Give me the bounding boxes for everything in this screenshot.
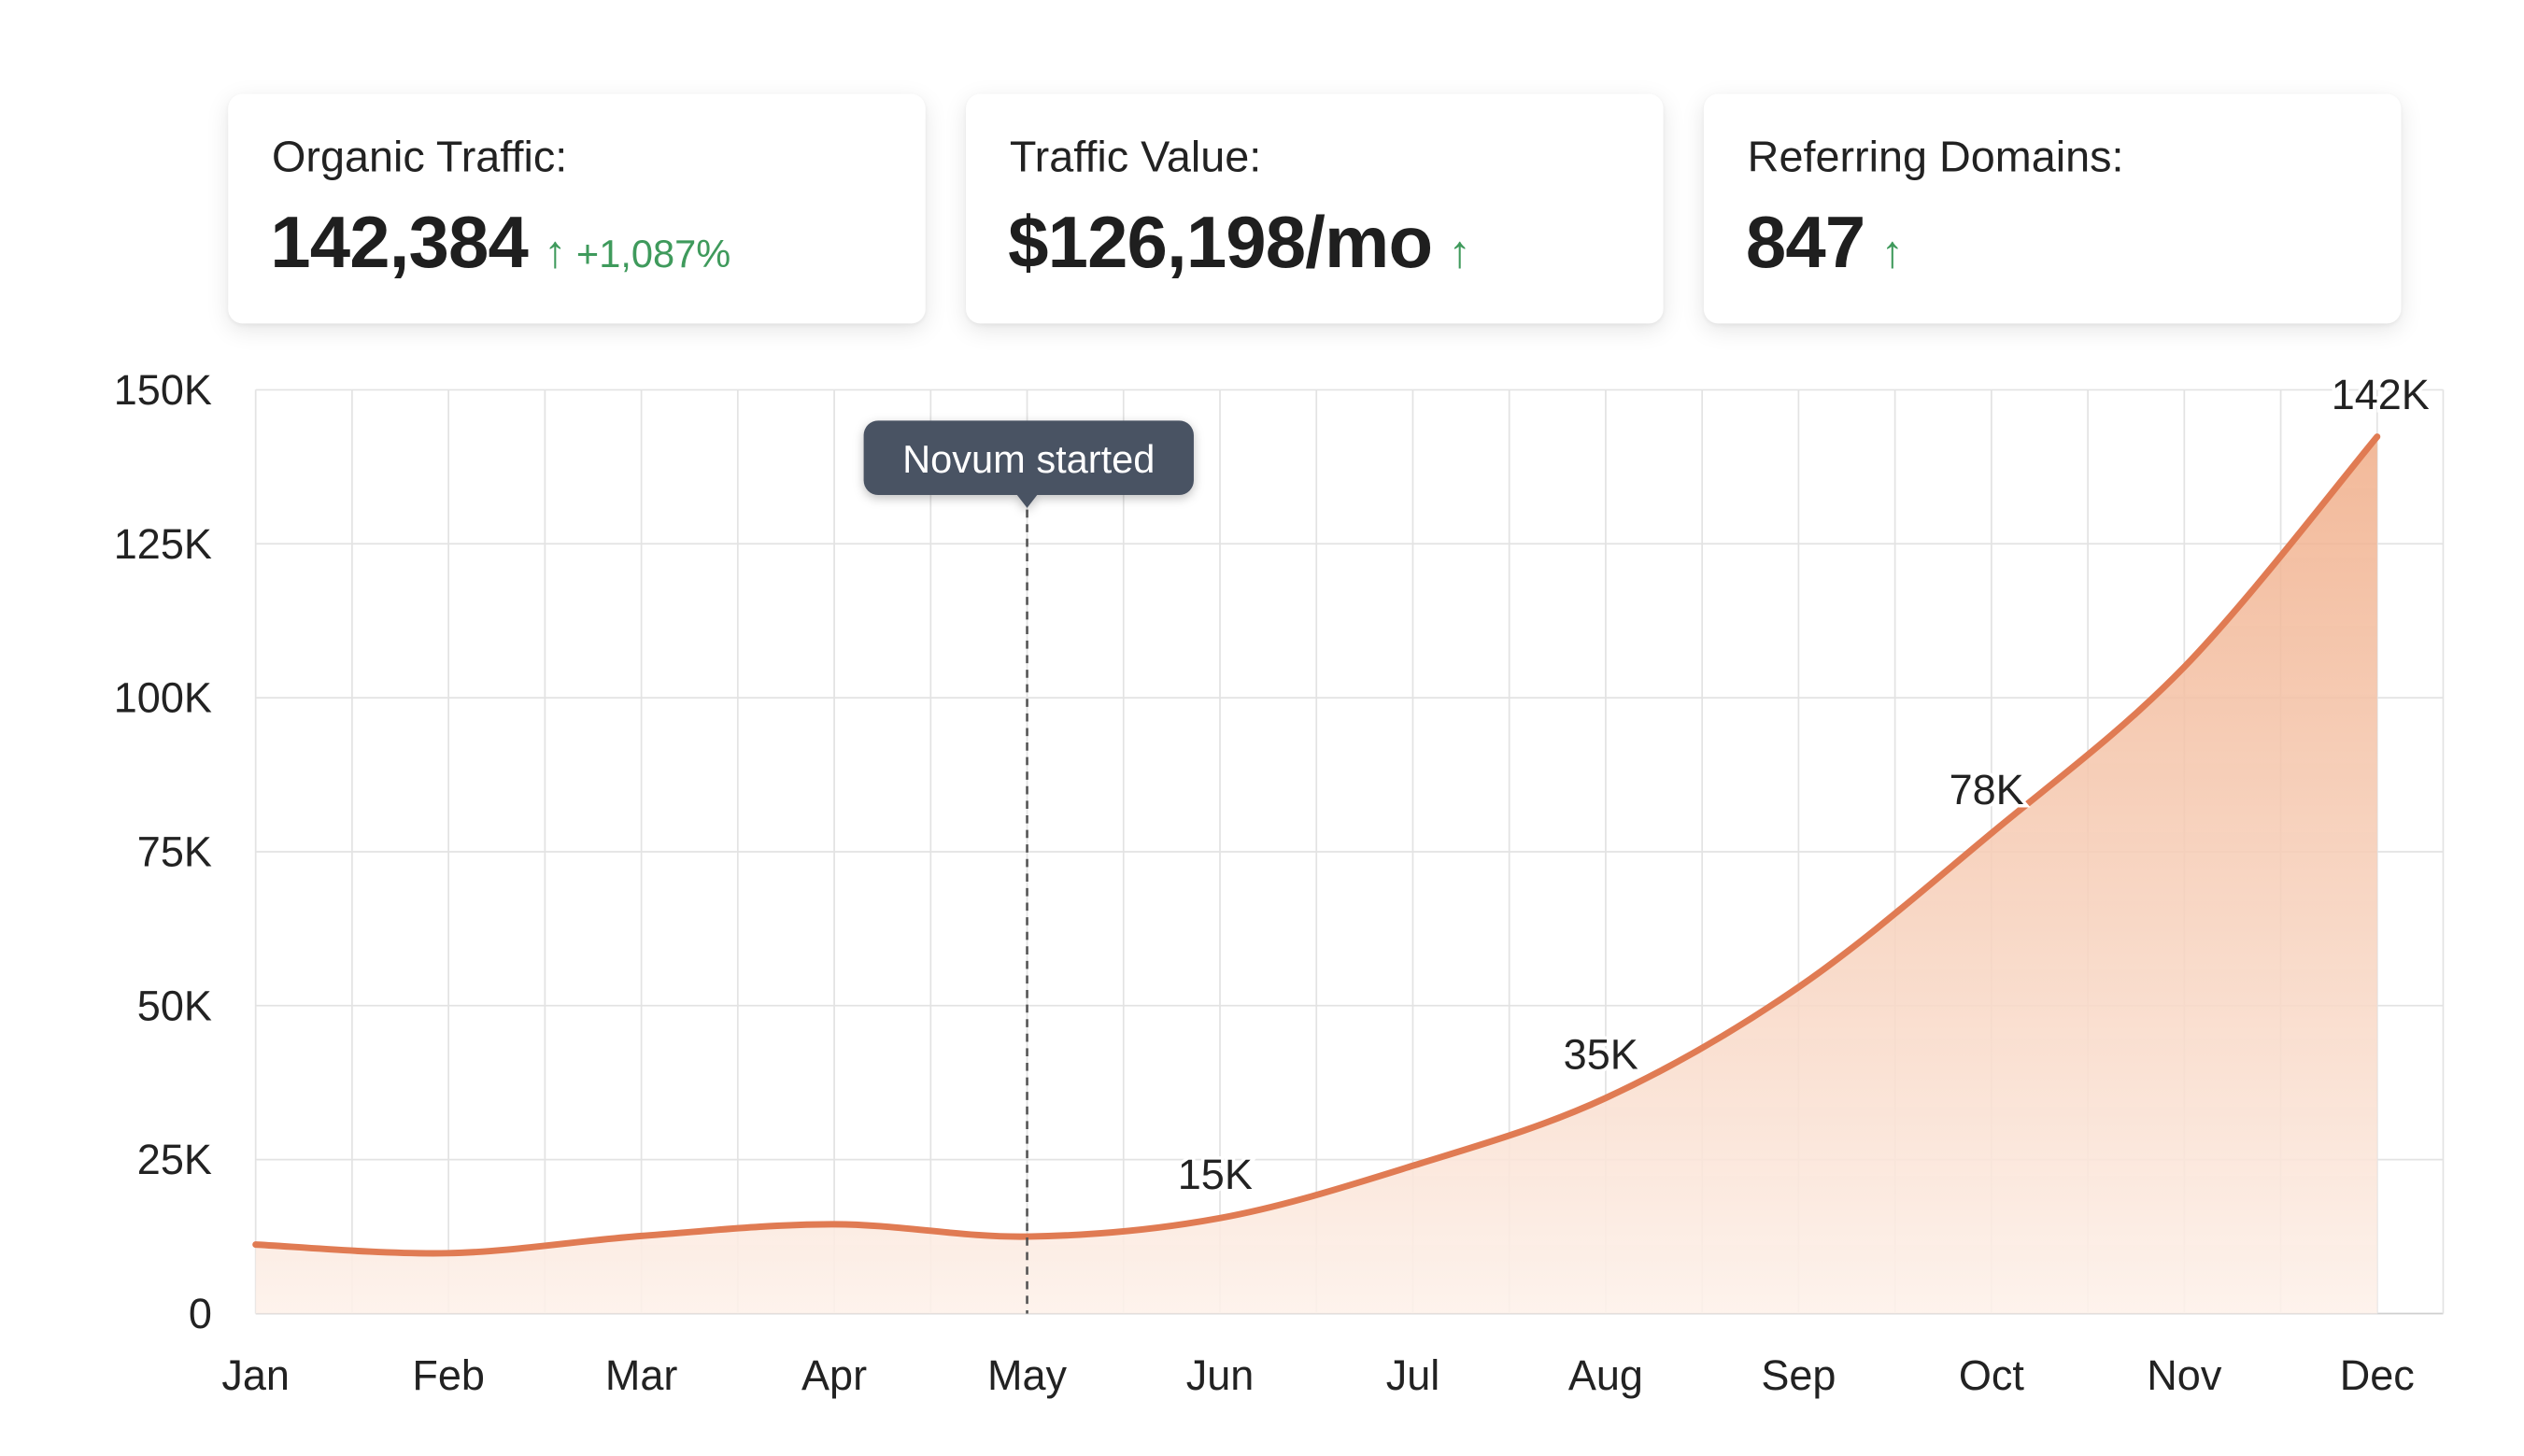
x-tick-label: Oct [1959, 1351, 2025, 1399]
y-tick-label: 125K [114, 520, 212, 568]
x-tick-label: Jul [1386, 1351, 1440, 1399]
x-tick-label: Jan [221, 1351, 290, 1399]
tooltip-box [863, 420, 1194, 496]
y-tick-label: 75K [137, 828, 212, 876]
x-tick-label: Nov [2147, 1351, 2222, 1399]
tooltip-pointer [1015, 493, 1039, 508]
kpi-value: $126,198/mo [1008, 200, 1433, 284]
data-label: 35K [1564, 1031, 1638, 1079]
kpi-value: 847 [1745, 200, 1865, 284]
x-tick-label: Jun [1186, 1351, 1255, 1399]
kpi-label: Traffic Value: [1009, 133, 1262, 181]
annotation-label: Novum started [902, 437, 1155, 481]
y-tick-label: 100K [114, 674, 212, 722]
area-fill [255, 436, 2377, 1314]
arrow-up-icon: ↑ [1448, 226, 1471, 277]
series-line [252, 433, 2381, 1257]
x-tick-label: Apr [801, 1351, 867, 1399]
kpi-value: 142,384 [270, 200, 529, 284]
x-tick-label: Aug [1568, 1351, 1643, 1399]
arrow-up-icon: ↑ [1880, 226, 1904, 277]
kpi-card-referring-domains: Referring Domains: 847 ↑ [1703, 93, 2402, 324]
kpi-card-organic-traffic: Organic Traffic: 142,384 ↑ +1,087% [228, 93, 926, 324]
x-tick-label: Dec [2340, 1351, 2415, 1399]
annotation-tooltip: Novum started [863, 420, 1194, 508]
x-tick-label: Sep [1761, 1351, 1836, 1399]
x-tick-label: Mar [605, 1351, 678, 1399]
x-tick-label: Feb [412, 1351, 485, 1399]
kpi-label: Organic Traffic: [271, 133, 568, 181]
arrow-up-icon: ↑ [544, 226, 567, 277]
x-tick-label: May [987, 1351, 1068, 1399]
data-label: 142K [2332, 371, 2430, 418]
data-label: 15K [1178, 1151, 1253, 1198]
data-label: 78K [1950, 766, 2024, 813]
kpi-delta: +1,087% [575, 233, 731, 277]
y-tick-label: 0 [189, 1290, 212, 1337]
kpi-label: Referring Domains: [1747, 133, 2124, 181]
kpi-card-traffic-value: Traffic Value: $126,198/mo ↑ [966, 93, 1664, 324]
y-tick-label: 25K [137, 1136, 212, 1183]
y-tick-label: 50K [137, 982, 212, 1029]
y-tick-label: 150K [114, 366, 212, 414]
